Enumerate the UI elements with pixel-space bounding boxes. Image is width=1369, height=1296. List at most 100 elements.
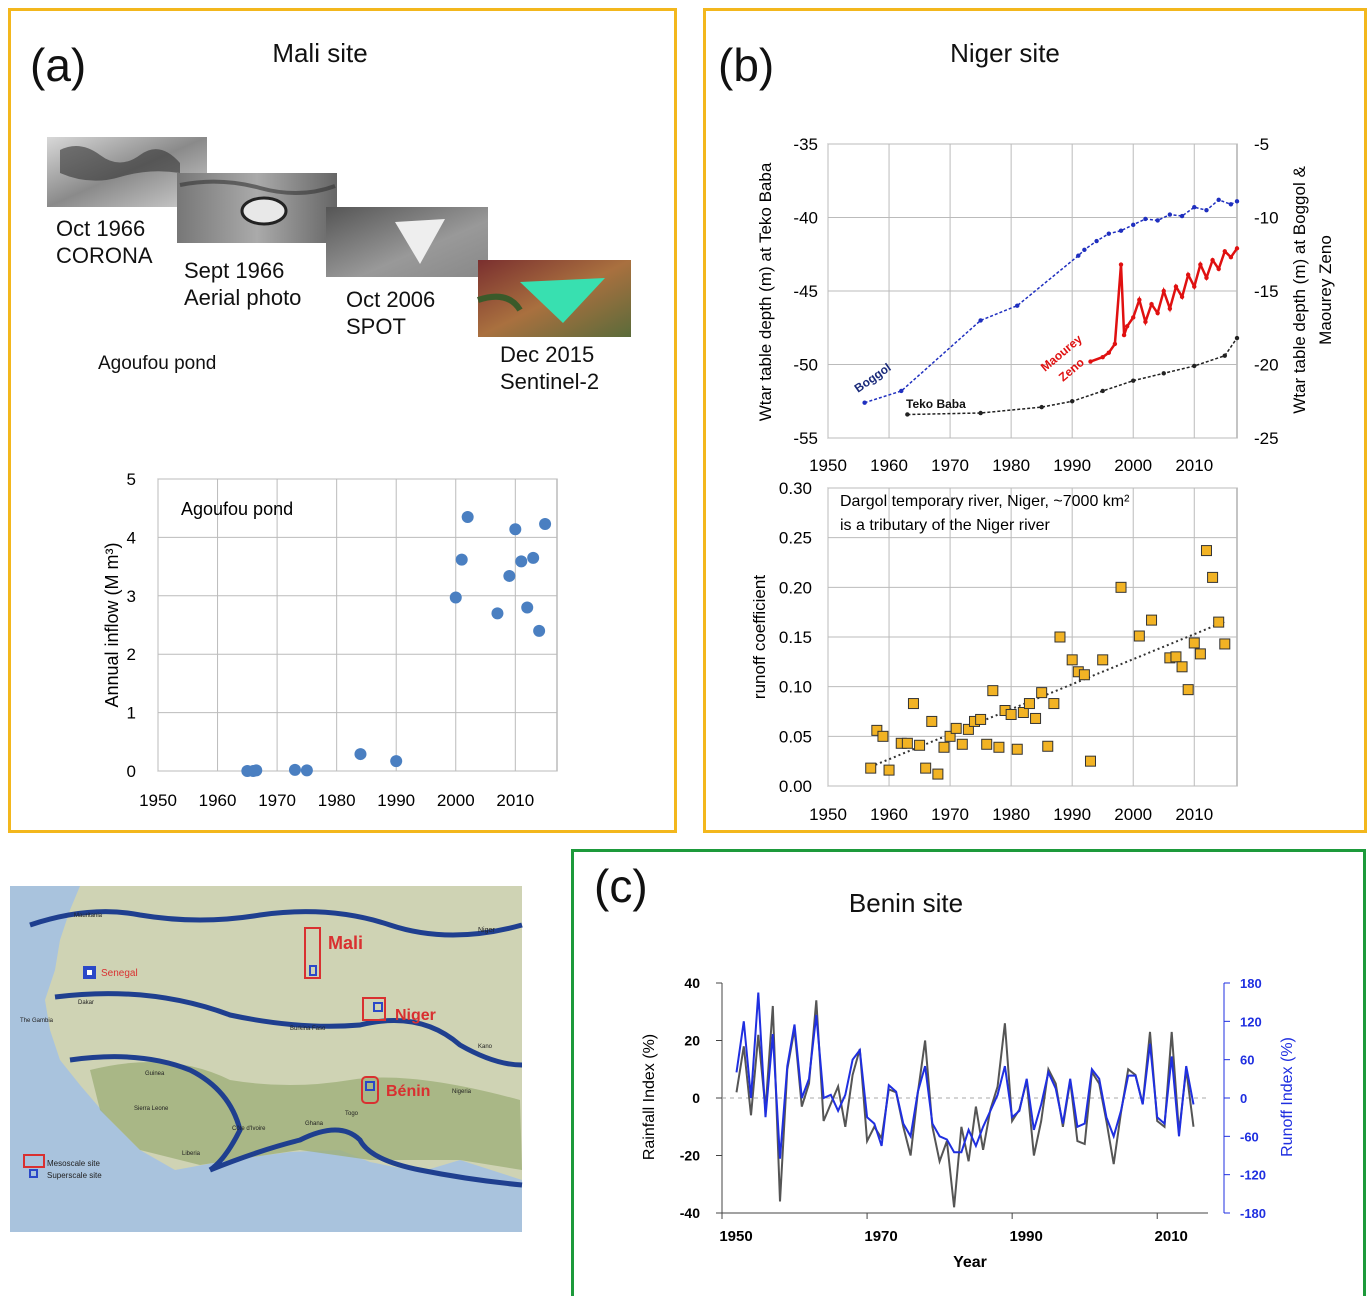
series-point (1124, 324, 1130, 329)
x-tick-label: 1960 (199, 791, 237, 810)
forest-zone (90, 1062, 522, 1170)
y-axis-label: runoff coefficient (750, 575, 769, 699)
series-point (1161, 371, 1166, 376)
trend-line (870, 620, 1226, 768)
data-point (1036, 687, 1048, 699)
x-tick-label: 2010 (496, 791, 534, 810)
series-point (1198, 262, 1203, 267)
data-point (1194, 648, 1206, 660)
legend-superscale-label: Superscale site (47, 1171, 102, 1180)
chart-annotation: Agoufou pond (181, 499, 293, 519)
series-point (1216, 197, 1221, 203)
data-point (1042, 740, 1054, 752)
y-right-axis-label: Runoff Index (%) (1279, 1037, 1296, 1157)
y-tick-label: 20 (684, 1033, 700, 1049)
x-tick-label: 1980 (992, 805, 1030, 824)
series-point (1118, 262, 1124, 267)
map-label-dakar: Dakar (78, 1000, 94, 1006)
series-point (978, 410, 983, 416)
map-label-cote: Côte d'Ivoire (232, 1126, 266, 1132)
series-point (1149, 302, 1154, 307)
y-right-tick-label: -180 (1240, 1206, 1266, 1221)
series-point (1222, 249, 1227, 254)
series-point (1179, 213, 1185, 219)
series-point (1131, 378, 1136, 383)
x-tick-label: 1970 (864, 1228, 897, 1245)
series-point (1228, 254, 1234, 260)
series-point (1143, 216, 1148, 222)
y-tick-label: -55 (793, 429, 818, 448)
series-point (1173, 284, 1179, 289)
map-label-ghana: Ghana (305, 1121, 324, 1127)
series-point (1167, 212, 1173, 217)
series-point (905, 412, 910, 417)
y-tick-label: -45 (793, 282, 818, 301)
panel-b-title: Niger site (950, 38, 1060, 68)
data-point (300, 764, 313, 777)
data-point (533, 624, 546, 637)
x-tick-label: 1950 (809, 456, 847, 475)
series-point (1100, 354, 1105, 360)
x-tick-label: 1950 (139, 791, 177, 810)
spot-caption: Oct 2006 SPOT (346, 287, 436, 339)
panel-c-title: Benin site (848, 888, 964, 918)
series-point (1204, 275, 1209, 280)
series-point (862, 400, 867, 405)
series-point (1143, 319, 1148, 325)
panel-a-title: Mali site (272, 38, 368, 68)
data-point (926, 715, 938, 727)
series-point (1167, 306, 1173, 311)
series-point (899, 388, 904, 394)
data-point (449, 591, 462, 604)
series-point (1210, 257, 1215, 263)
y-tick-label: -40 (793, 209, 818, 228)
y-tick-label: 1 (127, 704, 136, 723)
x-tick-label: 1960 (870, 456, 908, 475)
data-point (1219, 638, 1231, 650)
series-point (1082, 247, 1087, 253)
x-tick-label: 2000 (1114, 456, 1152, 475)
data-point (1213, 616, 1225, 628)
series-point (1094, 238, 1099, 244)
data-point (883, 764, 895, 776)
benin-mesoscale-site (361, 1076, 379, 1104)
series-point (1216, 266, 1221, 272)
series-point (1155, 218, 1160, 223)
y-tick-label: 0 (127, 762, 136, 781)
x-axis-label: Year (953, 1254, 987, 1271)
series-point (1185, 272, 1191, 278)
series-point (1088, 359, 1093, 364)
data-point (1146, 614, 1158, 626)
map-label-niger: Niger (395, 1007, 436, 1024)
y-right-tick-label: 60 (1240, 1053, 1254, 1068)
data-point (1133, 630, 1145, 642)
y-tick-label: 40 (684, 975, 700, 991)
series-point (1131, 315, 1136, 320)
y-tick-label: 3 (127, 587, 136, 606)
x-tick-label: 1950 (809, 805, 847, 824)
sentinel-image (477, 260, 631, 337)
series-point (1192, 363, 1197, 369)
data-point (1207, 571, 1219, 583)
isohyet-band-2 (54, 991, 523, 1068)
series-point (1015, 303, 1020, 308)
corona-caption: Oct 1966 CORONA (56, 216, 153, 268)
chart-annotation-line2: is a tributary of the Niger river (840, 517, 1051, 534)
x-tick-label: 1990 (1053, 456, 1091, 475)
y-tick-label: -40 (680, 1205, 700, 1221)
sentinel-caption: Dec 2015 Sentinel-2 (500, 342, 600, 394)
map-label-mauritania: Mauritania (74, 913, 103, 919)
data-point (1097, 654, 1109, 666)
map-label-gambia: The Gambia (20, 1018, 54, 1024)
x-tick-label: 1990 (377, 791, 415, 810)
data-point (390, 755, 403, 768)
series-point (1192, 284, 1197, 289)
y-right-tick-label: -60 (1240, 1129, 1259, 1144)
map-label-nigeria: Nigeria (452, 1089, 472, 1095)
y-tick-label: -50 (793, 356, 818, 375)
data-point (1176, 661, 1188, 673)
y-tick-label: 0.00 (779, 777, 812, 796)
